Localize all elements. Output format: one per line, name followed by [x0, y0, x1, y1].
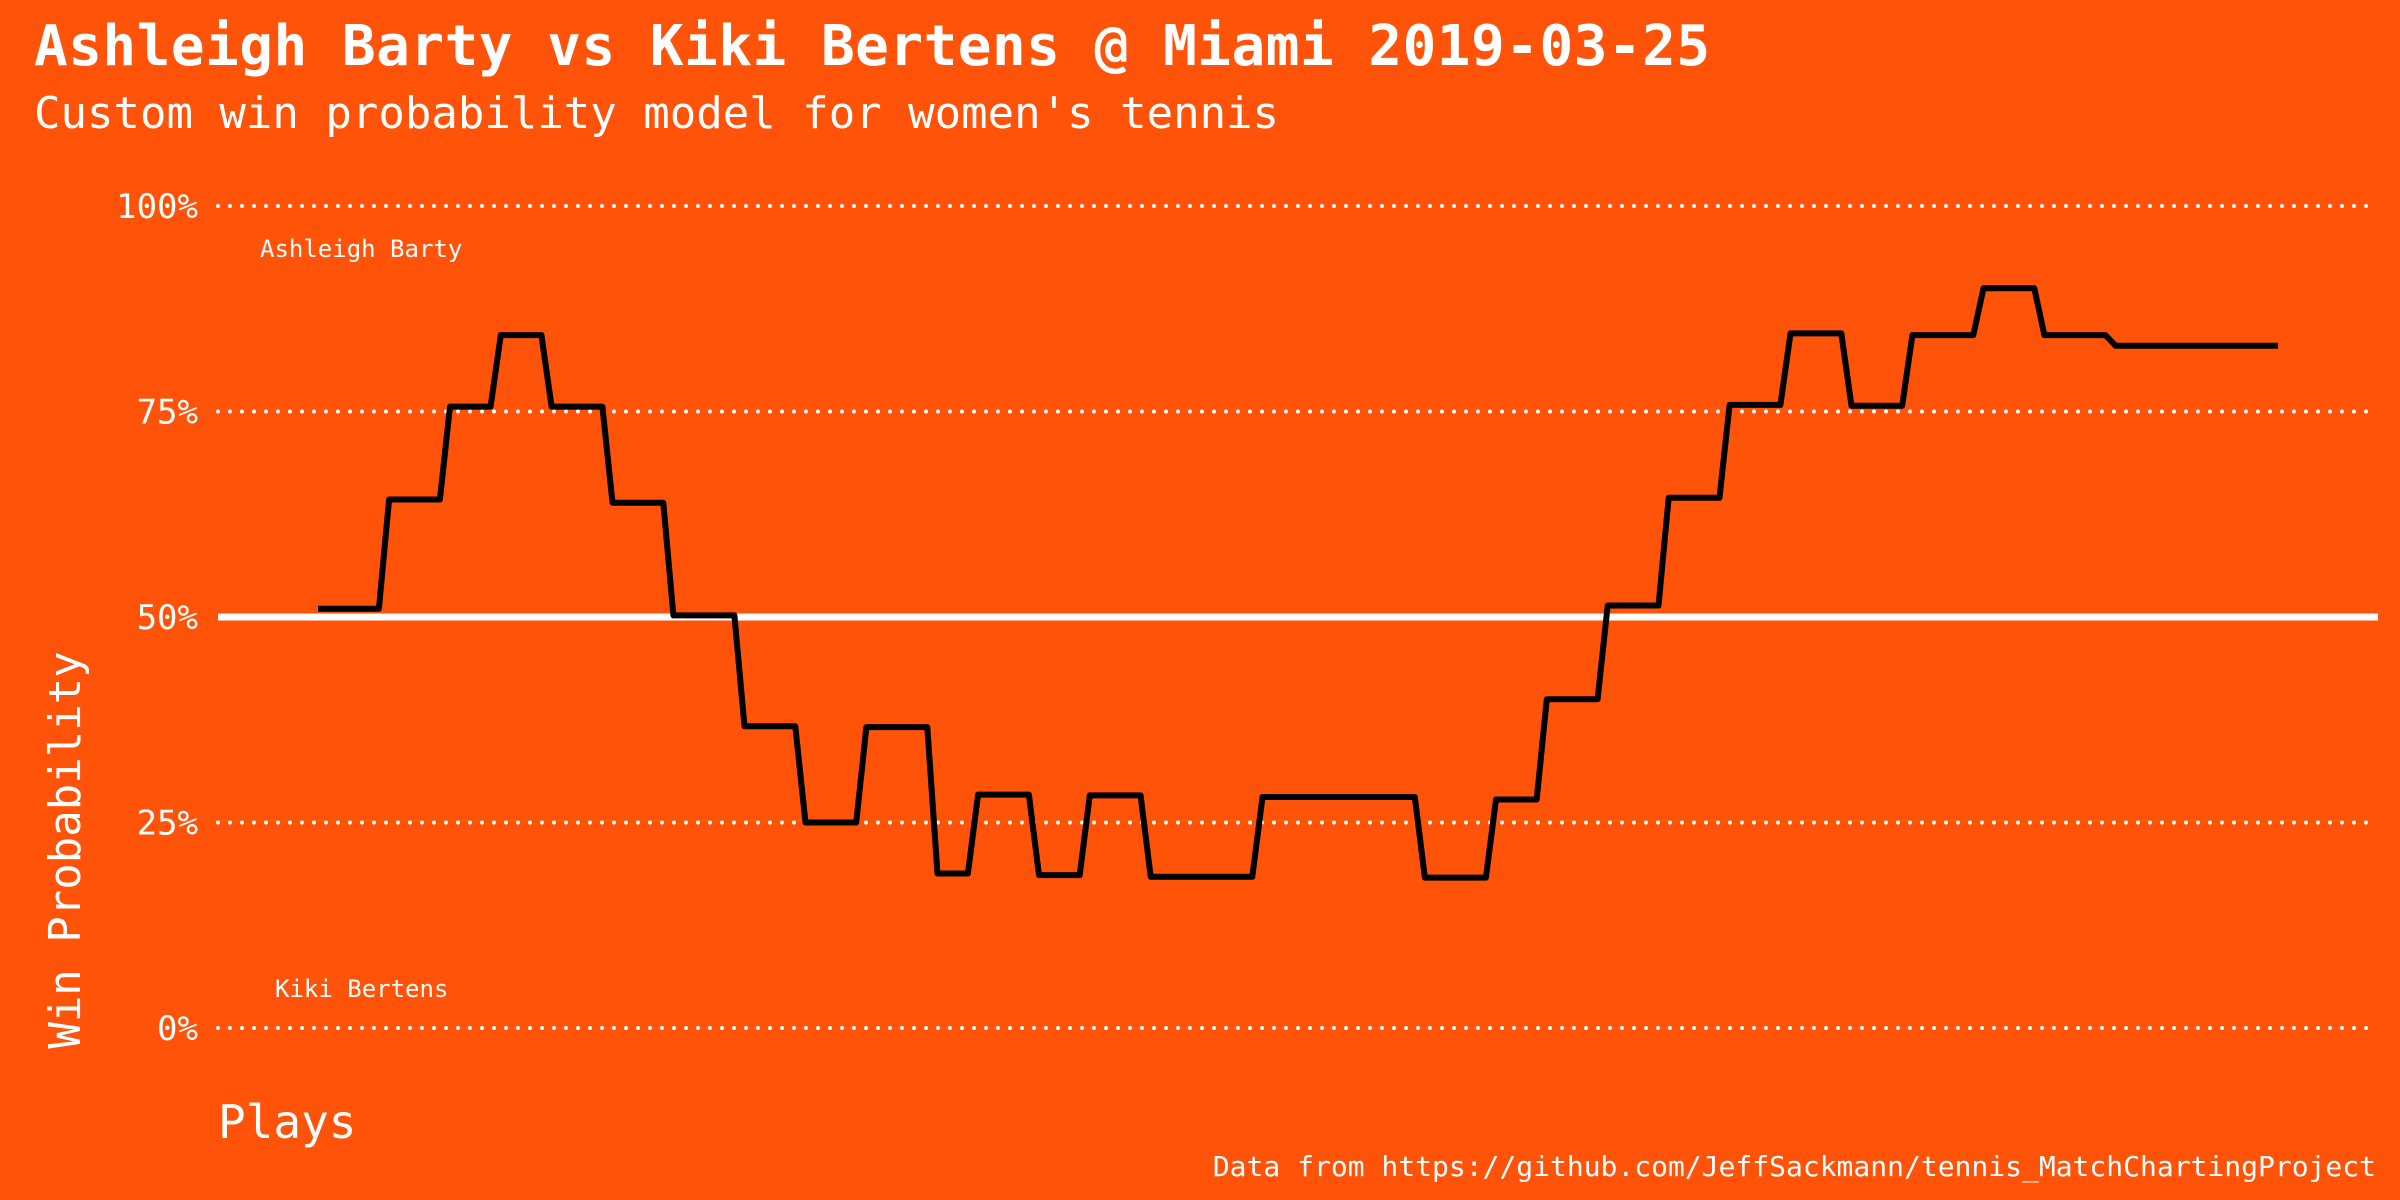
series-line: [318, 285, 2278, 881]
y-axis-label: Win Probability: [40, 651, 91, 1048]
source-note: Data from https://github.com/JeffSackman…: [1213, 1150, 2376, 1184]
y-tick-label: 75%: [137, 393, 198, 433]
chart-subtitle: Custom win probability model for women's…: [34, 88, 1280, 139]
bottom-player-label: Kiki Bertens: [275, 975, 448, 1003]
grid-lines: [216, 204, 2380, 1030]
chart-title: Ashleigh Barty vs Kiki Bertens @ Miami 2…: [34, 14, 1711, 79]
y-tick-label: 0%: [157, 1009, 198, 1049]
y-tick-label: 25%: [137, 804, 198, 844]
y-tick-label: 100%: [116, 187, 198, 227]
y-tick-label: 50%: [137, 598, 198, 638]
top-player-label: Ashleigh Barty: [260, 235, 462, 263]
x-axis-label: Plays: [218, 1095, 356, 1149]
y-tick-labels: 0% 25% 50% 75% 100%: [116, 187, 198, 1049]
